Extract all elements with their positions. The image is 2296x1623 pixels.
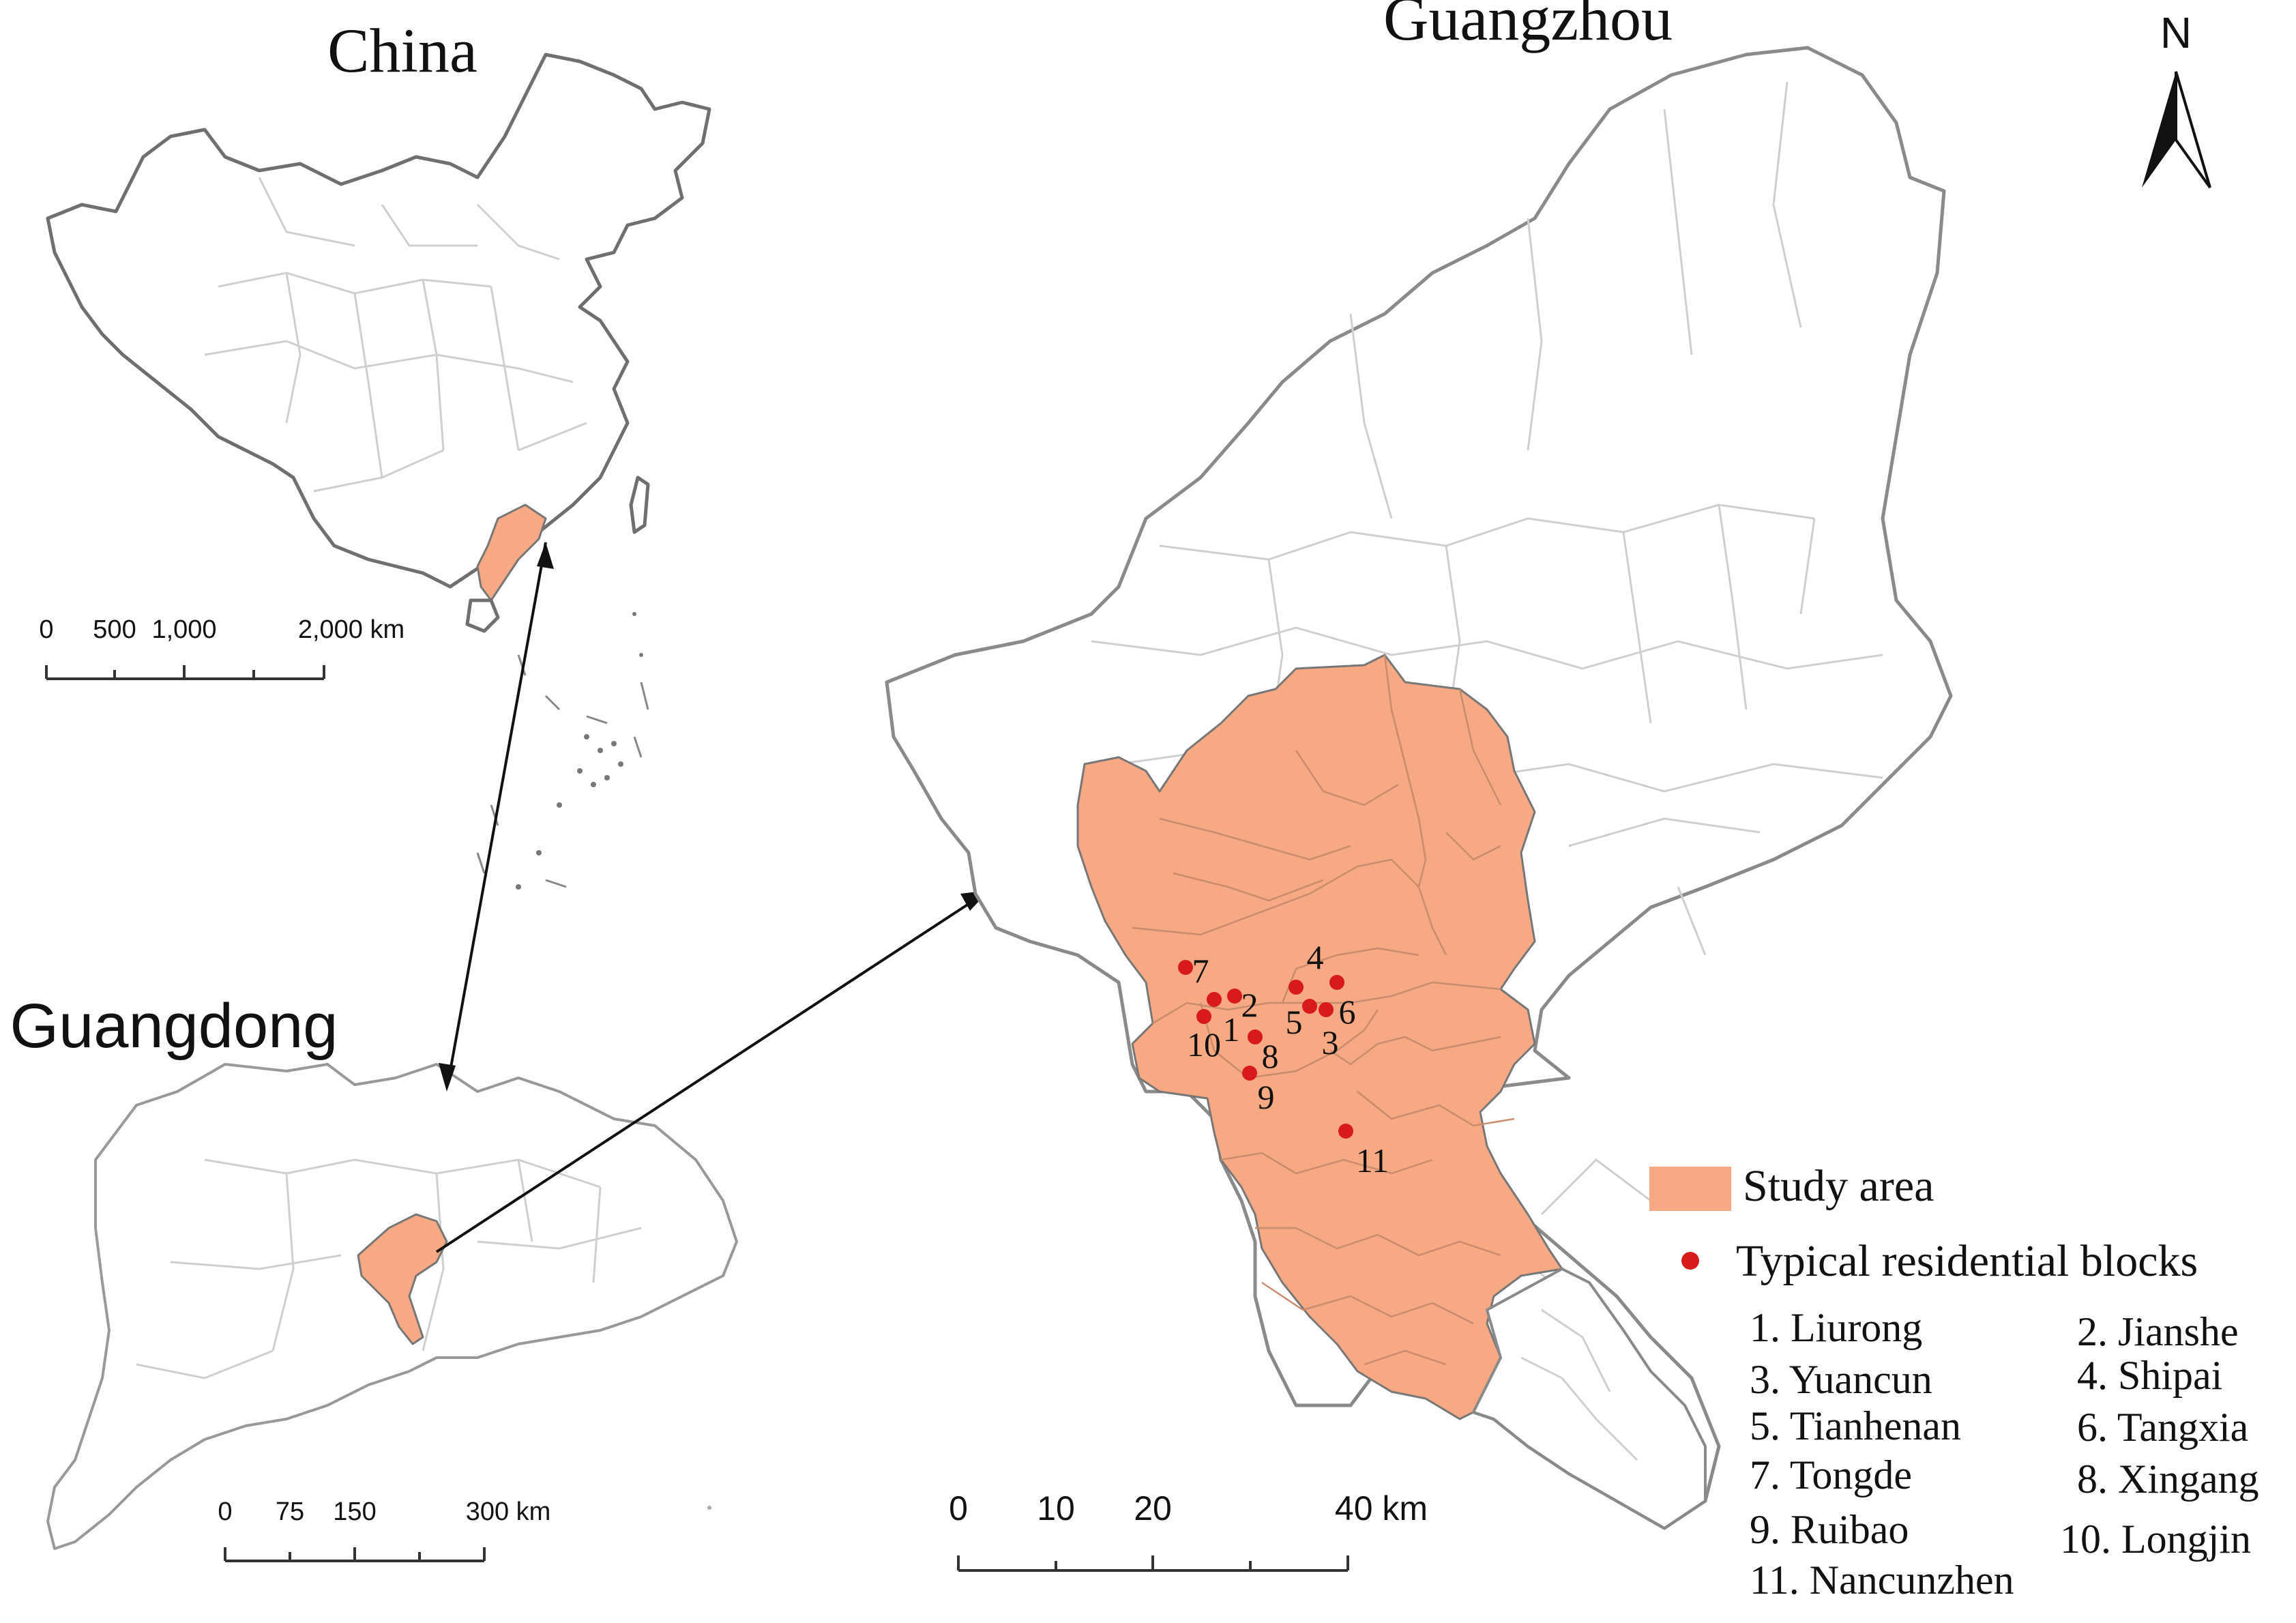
residential-block-label: 11 xyxy=(1356,1141,1389,1180)
connector-arrows xyxy=(435,542,989,1253)
residential-block-point xyxy=(1196,1009,1211,1024)
legend-item: 7. Tongde xyxy=(1750,1452,1912,1497)
study-area-polygon xyxy=(1076,654,1563,1420)
residential-block-label: 10 xyxy=(1187,1025,1221,1064)
china-scale-tick: 500 xyxy=(93,615,136,644)
guangzhou-scale-tick: 40 km xyxy=(1335,1489,1428,1527)
residential-block-label: 8 xyxy=(1262,1037,1279,1075)
residential-block-label: 9 xyxy=(1258,1078,1275,1116)
china-scale-tick: 2,000 km xyxy=(298,615,404,644)
legend-item: 8. Xingang xyxy=(2077,1457,2259,1502)
china-scale-bar: 0 500 1,000 2,000 km xyxy=(39,615,404,680)
guangdong-scale-tick: 300 km xyxy=(466,1497,551,1526)
china-to-guangdong-arrow xyxy=(449,542,547,1072)
legend-item: 6. Tangxia xyxy=(2077,1405,2248,1450)
guangdong-title: Guangdong xyxy=(10,991,338,1061)
residential-block-point xyxy=(1319,1002,1334,1017)
legend-study-area: Study area xyxy=(1743,1161,1934,1211)
guangdong-scale-tick: 150 xyxy=(333,1497,376,1526)
residential-block-label: 2 xyxy=(1241,986,1259,1024)
guangzhou-title: Guangzhou xyxy=(1383,0,1673,53)
residential-block-point xyxy=(1248,1029,1263,1044)
residential-blocks-layer: 12 3 45 6 7 89 10 11 xyxy=(1178,938,1389,1180)
residential-block-label: 1 xyxy=(1223,1010,1240,1049)
guangdong-scale-tick: 75 xyxy=(276,1497,304,1526)
legend-item: 1. Liurong xyxy=(1750,1305,1922,1350)
taiwan-island xyxy=(629,476,650,534)
guangzhou-scale-tick: 0 xyxy=(949,1489,968,1527)
guangdong-scale-bar: 0 75 150 300 km xyxy=(218,1497,551,1562)
guangzhou-scale-bar: 0 10 20 40 km xyxy=(949,1489,1428,1572)
guangdong-on-china xyxy=(476,503,547,602)
residential-block-point xyxy=(1207,992,1222,1007)
legend-blocks: Typical residential blocks xyxy=(1736,1236,2198,1286)
residential-block-label: 6 xyxy=(1339,993,1356,1031)
china-map xyxy=(46,53,711,890)
china-scale-tick: 1,000 xyxy=(151,615,216,644)
north-arrow-icon xyxy=(2142,72,2176,188)
residential-block-label: 4 xyxy=(1307,938,1324,976)
china-title: China xyxy=(327,16,477,85)
legend: Study area Typical residential blocks 1.… xyxy=(1649,1161,2259,1603)
nine-dash-line xyxy=(476,654,649,888)
south-china-sea-islands xyxy=(516,612,643,890)
residential-block-point xyxy=(1302,999,1317,1014)
china-outline xyxy=(46,53,711,589)
study-area-districts xyxy=(1132,654,1515,1366)
residential-block-point xyxy=(1178,960,1193,975)
legend-item: 11. Nancunzhen xyxy=(1750,1558,2014,1603)
residential-block-label: 5 xyxy=(1286,1003,1303,1041)
guangdong-prefectures xyxy=(136,1158,642,1379)
legend-item: 10. Longjin xyxy=(2060,1517,2251,1562)
china-provinces xyxy=(204,177,587,493)
legend-item: 2. Jianshe xyxy=(2077,1309,2239,1354)
nansha-lines xyxy=(1520,1308,1638,1461)
legend-item: 9. Ruibao xyxy=(1750,1507,1909,1552)
guangzhou-on-guangdong xyxy=(357,1213,448,1345)
hainan-island xyxy=(465,598,500,633)
guangzhou-map xyxy=(885,46,1953,1530)
study-area-swatch xyxy=(1649,1167,1731,1211)
north-arrow-label: N xyxy=(2160,8,2192,57)
residential-block-label: 3 xyxy=(1322,1023,1339,1062)
legend-item: 4. Shipai xyxy=(2077,1353,2222,1398)
residential-block-point xyxy=(1227,989,1242,1004)
residential-block-swatch xyxy=(1681,1252,1699,1270)
china-scale-tick: 0 xyxy=(39,615,53,644)
guangdong-map xyxy=(46,1063,738,1550)
legend-item: 3. Yuancun xyxy=(1750,1357,1932,1402)
legend-item: 5. Tianhenan xyxy=(1750,1403,1961,1448)
guangdong-scale-tick: 0 xyxy=(218,1497,232,1526)
residential-block-label: 7 xyxy=(1192,952,1209,990)
north-arrow: N xyxy=(2142,8,2211,189)
residential-block-point xyxy=(1242,1066,1257,1081)
guangzhou-scale-tick: 20 xyxy=(1134,1489,1172,1527)
residential-block-point xyxy=(1329,975,1344,990)
residential-block-point xyxy=(1338,1124,1353,1139)
guangdong-to-guangzhou-arrow xyxy=(435,903,970,1253)
residential-block-point xyxy=(1289,980,1304,995)
guangzhou-scale-tick: 10 xyxy=(1037,1489,1075,1527)
nansha-unshaded xyxy=(1472,1268,1707,1530)
